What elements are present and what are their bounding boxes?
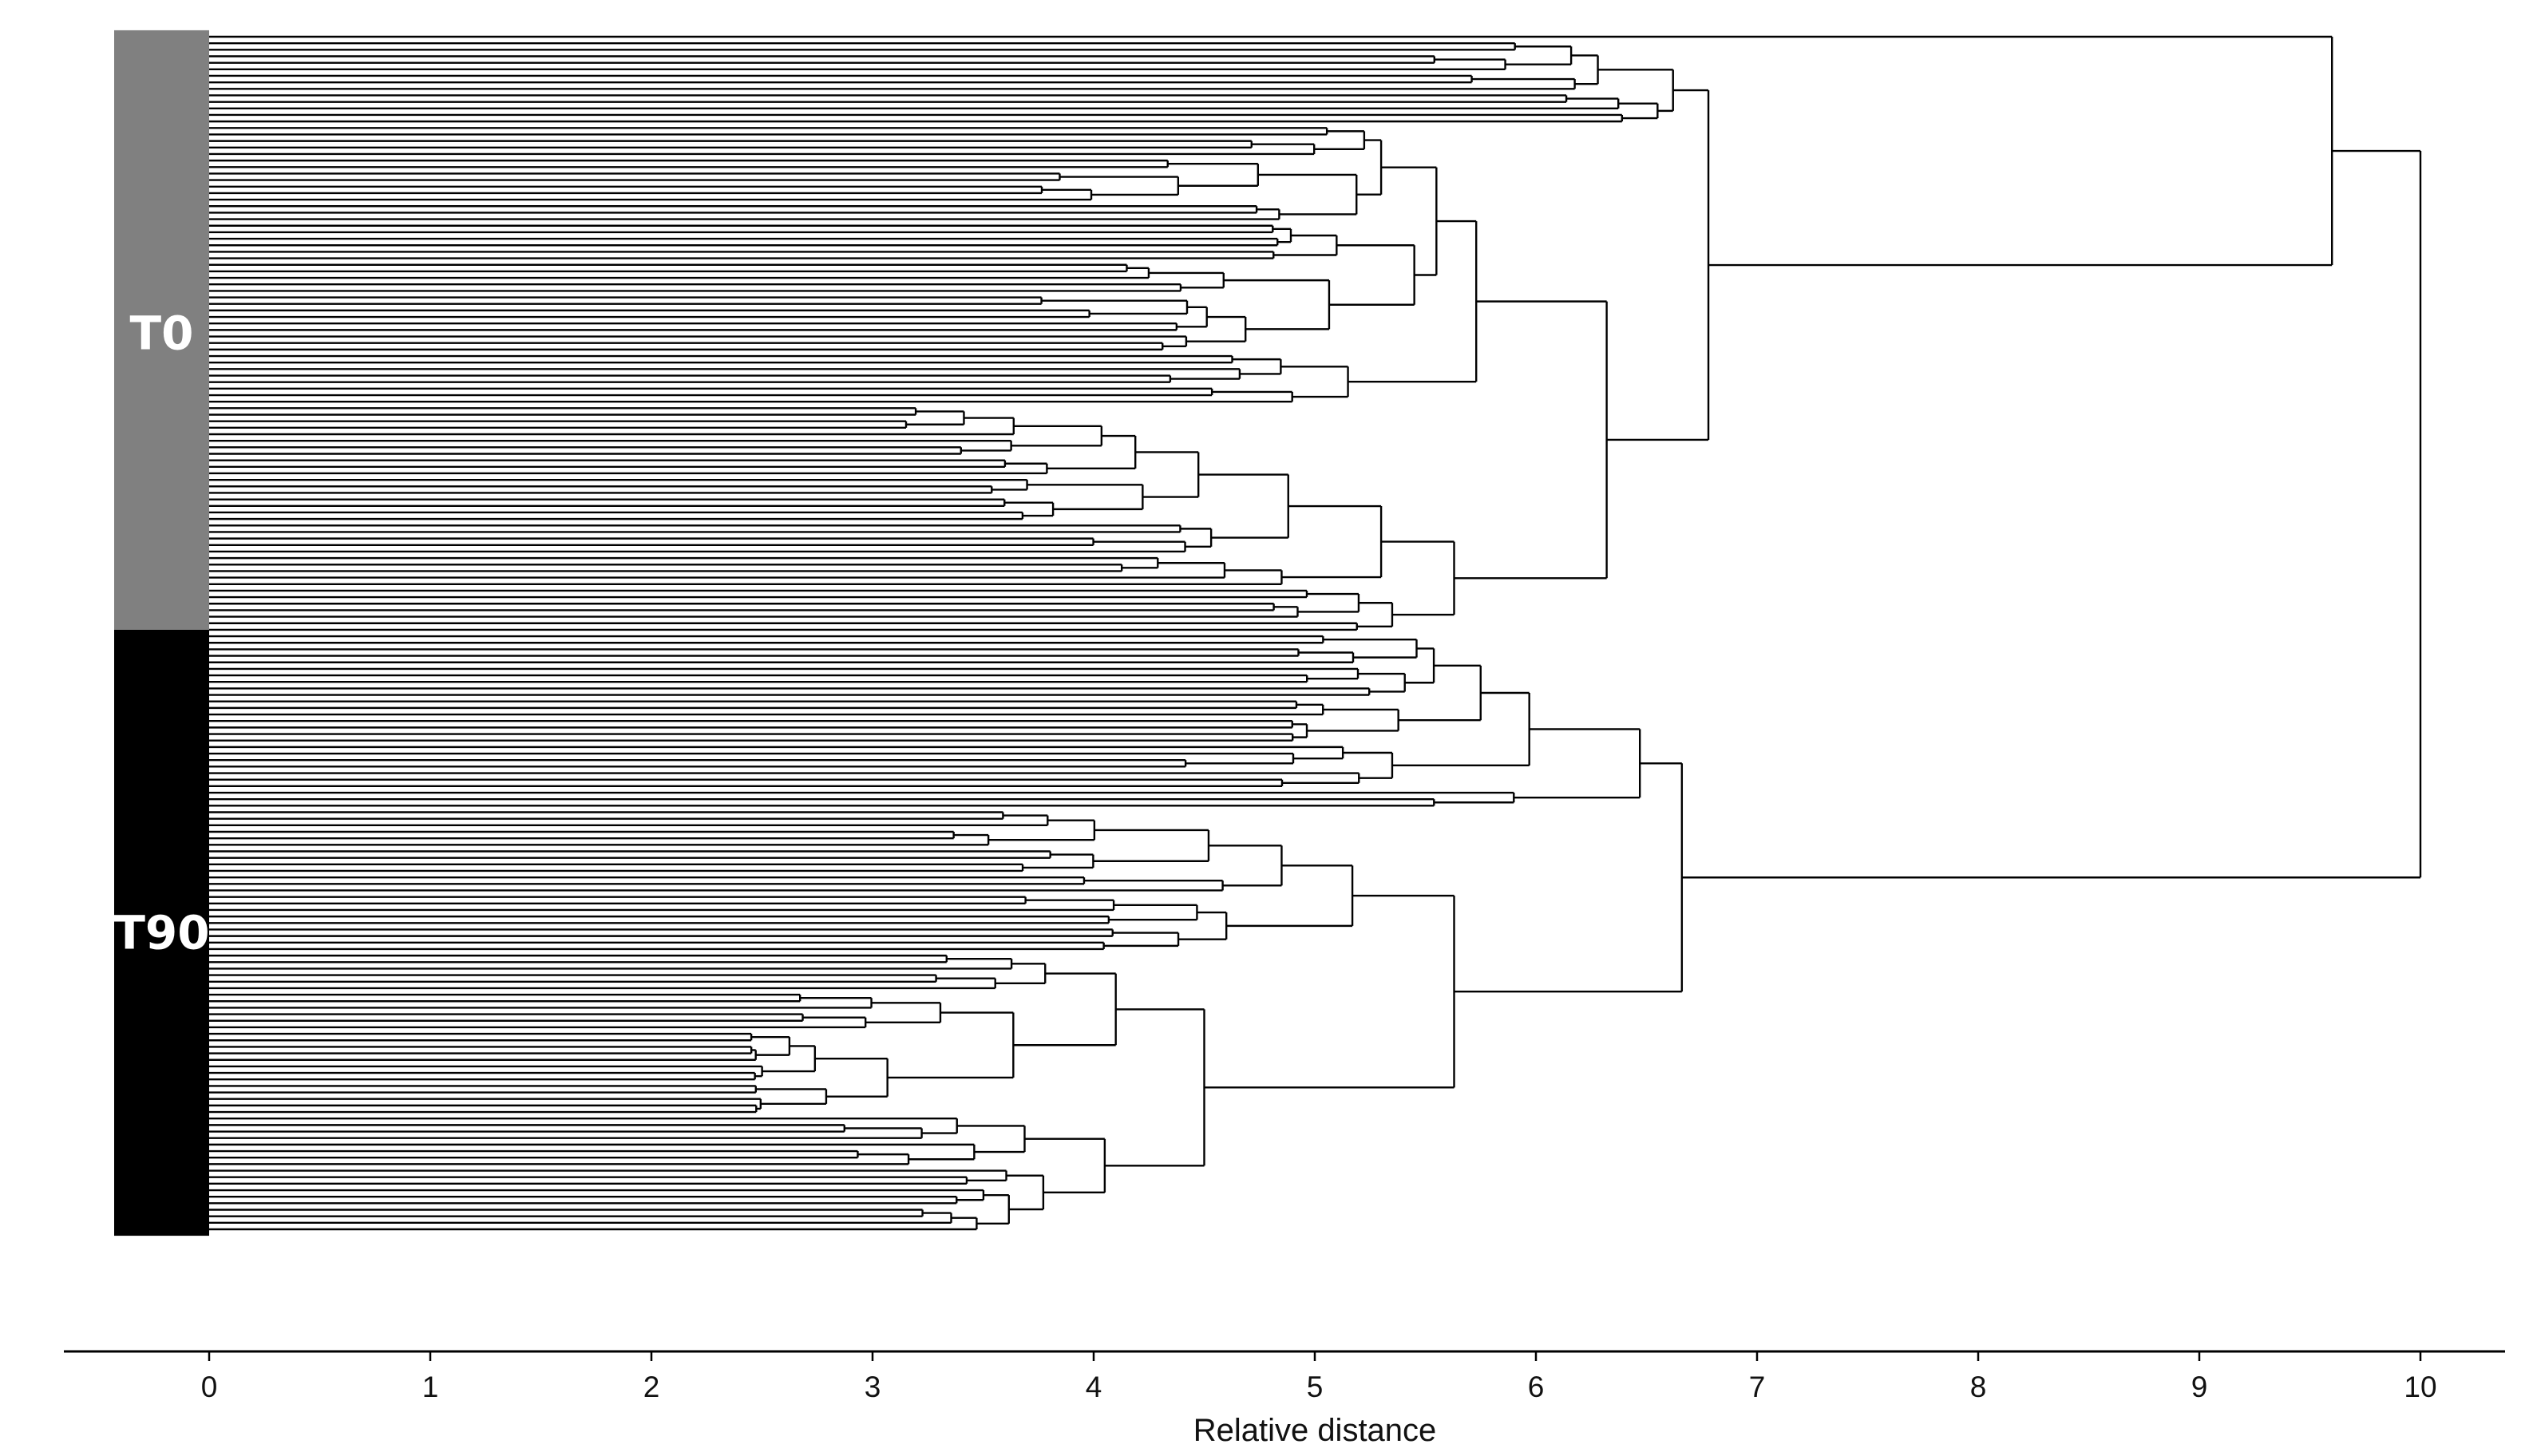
x-tick-label-6: 6: [1528, 1371, 1545, 1403]
x-tick-label-9: 9: [2191, 1371, 2208, 1403]
x-axis: 0 1 2 3 4 5 6 7 8 9 10 Relative distance: [64, 1350, 2505, 1448]
group-bar-t90: [114, 630, 209, 1236]
x-tick-label-7: 7: [1749, 1371, 1766, 1403]
group-bar-t0: [114, 30, 209, 637]
x-tick-label-2: 2: [643, 1371, 660, 1403]
x-tick-label-0: 0: [201, 1371, 218, 1403]
x-tick-label-1: 1: [422, 1371, 439, 1403]
x-tick-label-3: 3: [865, 1371, 881, 1403]
x-tick-label-5: 5: [1307, 1371, 1324, 1403]
group-bars: T0 T90: [113, 30, 210, 1236]
group-label-t0: T0: [130, 306, 194, 360]
group-label-t90: T90: [113, 906, 209, 960]
x-axis-title: Relative distance: [1193, 1413, 1437, 1448]
x-tick-label-8: 8: [1970, 1371, 1987, 1403]
x-tick-label-4: 4: [1086, 1371, 1102, 1403]
dendrogram-tree: [209, 35, 2422, 1231]
x-tick-label-10: 10: [2404, 1371, 2436, 1403]
